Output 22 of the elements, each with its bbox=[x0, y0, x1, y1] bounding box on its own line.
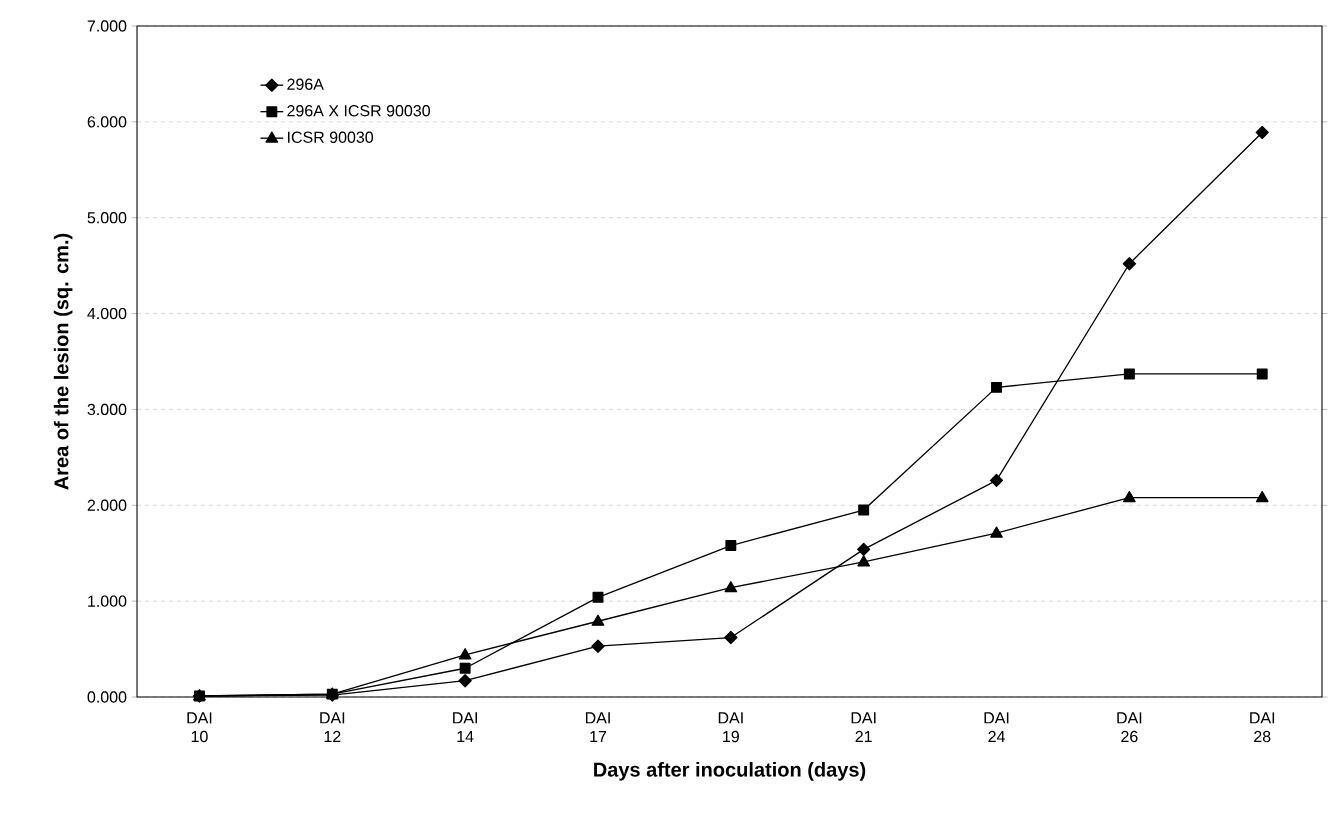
x-tick-label: DAI 21 bbox=[851, 712, 876, 743]
y-axis-title: Area of the lesion (sq. cm.) bbox=[53, 233, 73, 490]
y-tick-label: 1.000 bbox=[88, 595, 127, 607]
x-tick-label: DAI 19 bbox=[718, 712, 743, 743]
x-tick-label: DAI 12 bbox=[320, 712, 345, 743]
y-tick-label: 4.000 bbox=[87, 307, 127, 320]
x-tick-label: DAI 17 bbox=[585, 712, 610, 743]
x-axis-title: Days after inoculation (days) bbox=[594, 762, 866, 781]
x-tick-label: DAI 24 bbox=[984, 712, 1009, 743]
x-tick-label: DAI 28 bbox=[1250, 712, 1275, 743]
x-tick-label: DAI 10 bbox=[187, 712, 212, 743]
y-tick-label: 2.000 bbox=[87, 499, 127, 511]
y-tick-label: 6.000 bbox=[87, 116, 127, 128]
legend-label: 296A bbox=[287, 78, 324, 90]
x-tick-label: DAI 26 bbox=[1117, 712, 1142, 743]
legend-label: ICSR 90030 bbox=[288, 131, 374, 143]
y-tick-label: 5.000 bbox=[87, 212, 127, 224]
y-tick-label: 0.000 bbox=[87, 691, 127, 703]
x-tick-label: DAI 14 bbox=[453, 712, 477, 743]
y-tick-label: 3.000 bbox=[87, 403, 127, 416]
legend-label: 296A X ICSR 90030 bbox=[287, 105, 430, 117]
y-tick-label: 7.000 bbox=[87, 20, 127, 32]
